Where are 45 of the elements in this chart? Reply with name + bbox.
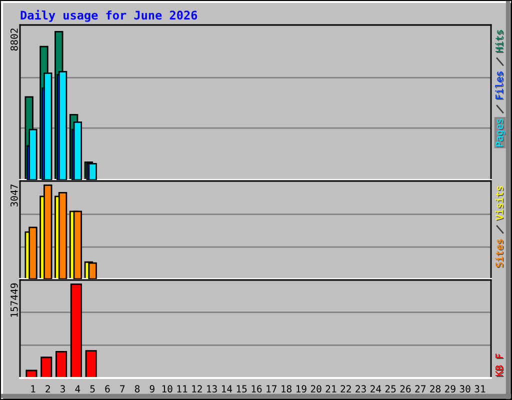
x-tick-label: 24	[370, 385, 382, 392]
x-tick-label: 26	[400, 385, 411, 393]
x-tick-label: 1	[31, 385, 36, 392]
x-tick-label: 8	[134, 385, 140, 393]
x-tick-label: 2	[46, 385, 50, 392]
chart-title: Daily usage for June 2026	[20, 10, 198, 22]
x-tick-label: 9	[150, 385, 154, 393]
text: Visits	[495, 186, 504, 222]
text: 157449	[10, 283, 18, 317]
text: Files	[495, 72, 504, 100]
bar	[56, 351, 68, 378]
x-tick-label: 30	[460, 385, 470, 393]
x-tick-label: 18	[282, 385, 292, 393]
x-tick-label: 3	[60, 385, 65, 393]
x-tick-label: 21	[326, 385, 336, 392]
bar	[40, 356, 52, 378]
x-tick-label: 10	[162, 385, 172, 393]
x-tick-label: 17	[266, 385, 276, 392]
x-tick-label: 7	[120, 385, 125, 392]
x-tick-label: 11	[177, 385, 188, 392]
bar	[70, 284, 82, 378]
x-tick-label: 5	[90, 385, 95, 393]
bar	[85, 350, 97, 378]
text: Pages	[496, 118, 506, 148]
text: 3047	[10, 184, 18, 207]
x-tick-label: 15	[236, 385, 247, 393]
x-tick-label: 22	[340, 385, 351, 392]
x-tick-label: 27	[415, 385, 426, 392]
x-tick-label: 13	[207, 385, 217, 393]
text: Sites	[495, 239, 504, 268]
x-tick-label: 16	[252, 385, 262, 393]
text: 8802	[10, 28, 18, 51]
x-tick-label: 14	[222, 385, 232, 392]
text: Hits	[495, 30, 504, 53]
x-tick-label: 31	[474, 385, 486, 393]
x-tick-label: 25	[385, 385, 396, 393]
x-tick-label: 23	[356, 385, 366, 393]
x-tick-label: 28	[430, 385, 441, 393]
text: KB F	[496, 354, 504, 377]
x-tick-label: 19	[296, 385, 306, 393]
x-tick-label: 6	[105, 385, 110, 393]
x-tick-label: 4	[75, 385, 80, 392]
x-tick-label: 20	[310, 385, 322, 393]
x-tick-label: 29	[445, 385, 456, 393]
x-tick-label: 12	[192, 385, 202, 392]
